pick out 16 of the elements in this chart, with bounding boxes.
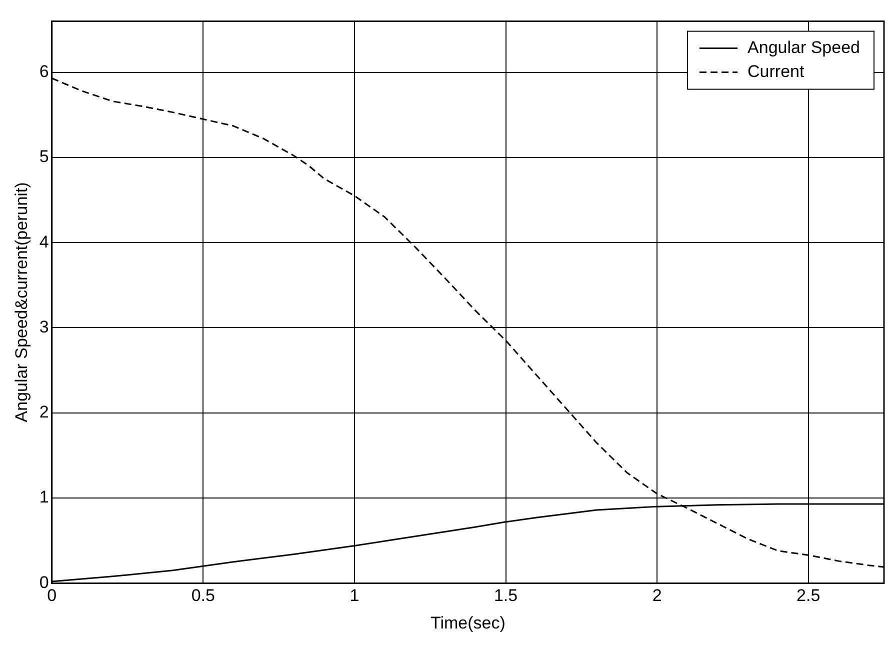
- x-tick-label: 0.5: [191, 586, 215, 606]
- y-tick-label: 2: [39, 402, 49, 422]
- x-axis-title: Time(sec): [430, 613, 506, 632]
- x-tick-label: 2.5: [796, 586, 820, 606]
- x-tick-label: 2: [652, 586, 662, 606]
- y-tick-label: 3: [39, 317, 49, 336]
- y-tick-label: 0: [39, 572, 49, 592]
- legend-label: Current: [748, 62, 804, 81]
- y-tick-label: 1: [39, 488, 49, 507]
- x-tick-label: 1: [350, 586, 360, 606]
- y-axis-title: Angular Speed&current(perunit): [12, 182, 31, 422]
- y-tick-label: 5: [39, 147, 49, 166]
- x-tick-label: 1.5: [494, 586, 518, 606]
- legend-label: Angular Speed: [748, 38, 860, 57]
- y-tick-label: 4: [39, 232, 49, 252]
- y-tick-label: 6: [39, 62, 49, 81]
